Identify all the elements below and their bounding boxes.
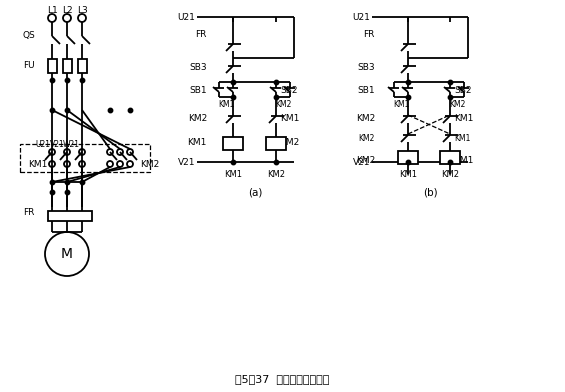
Text: SB1: SB1 [358,85,375,94]
Text: KM2: KM2 [280,138,299,147]
Text: U21: U21 [35,140,50,149]
Bar [63,59,72,73]
Text: U21: U21 [352,13,370,22]
Text: 图5－37  电动机正反转电路: 图5－37 电动机正反转电路 [235,374,329,384]
Text: L2: L2 [62,5,72,15]
Text: FU: FU [23,60,35,69]
Text: KM1: KM1 [188,138,207,147]
Text: KM1: KM1 [393,100,409,109]
Text: M: M [61,247,73,261]
Text: SB2: SB2 [454,85,472,94]
Text: KM1: KM1 [454,156,473,165]
Text: SB3: SB3 [358,62,375,71]
Text: FR: FR [195,29,207,38]
Text: KM2: KM2 [356,114,375,123]
Bar [266,136,286,149]
Text: KM2: KM2 [188,114,207,123]
Text: (a): (a) [248,187,262,197]
Bar [440,151,460,163]
Text: KM1: KM1 [454,134,471,143]
Text: U21: U21 [177,13,195,22]
Text: KM2: KM2 [441,169,459,178]
Text: KM2: KM2 [356,156,375,165]
Text: KM1: KM1 [28,160,47,169]
Text: KM1: KM1 [218,100,234,109]
Text: KM2: KM2 [267,169,285,178]
Text: (b): (b) [423,187,437,197]
Bar [77,59,86,73]
Text: W21: W21 [63,140,80,149]
Text: V21: V21 [353,158,370,167]
Bar [398,151,418,163]
Text: SB3: SB3 [189,62,207,71]
Text: L3: L3 [77,5,88,15]
Text: FR: FR [24,207,35,216]
Text: KM1: KM1 [454,114,473,123]
Text: SB2: SB2 [280,85,298,94]
Text: KM1: KM1 [280,114,299,123]
Bar [48,211,92,221]
Text: KM1: KM1 [399,169,417,178]
Text: KM2: KM2 [359,134,375,143]
Text: SB1: SB1 [189,85,207,94]
Text: KM2: KM2 [275,100,291,109]
Text: KM2: KM2 [140,160,159,169]
Bar [223,136,243,149]
Text: KM2: KM2 [449,100,465,109]
Text: V21: V21 [50,140,65,149]
Text: FR: FR [364,29,375,38]
Text: L1: L1 [47,5,58,15]
Text: V21: V21 [177,158,195,167]
Text: KM1: KM1 [224,169,242,178]
Bar [20,144,150,172]
Bar [47,59,56,73]
Text: QS: QS [22,31,35,40]
